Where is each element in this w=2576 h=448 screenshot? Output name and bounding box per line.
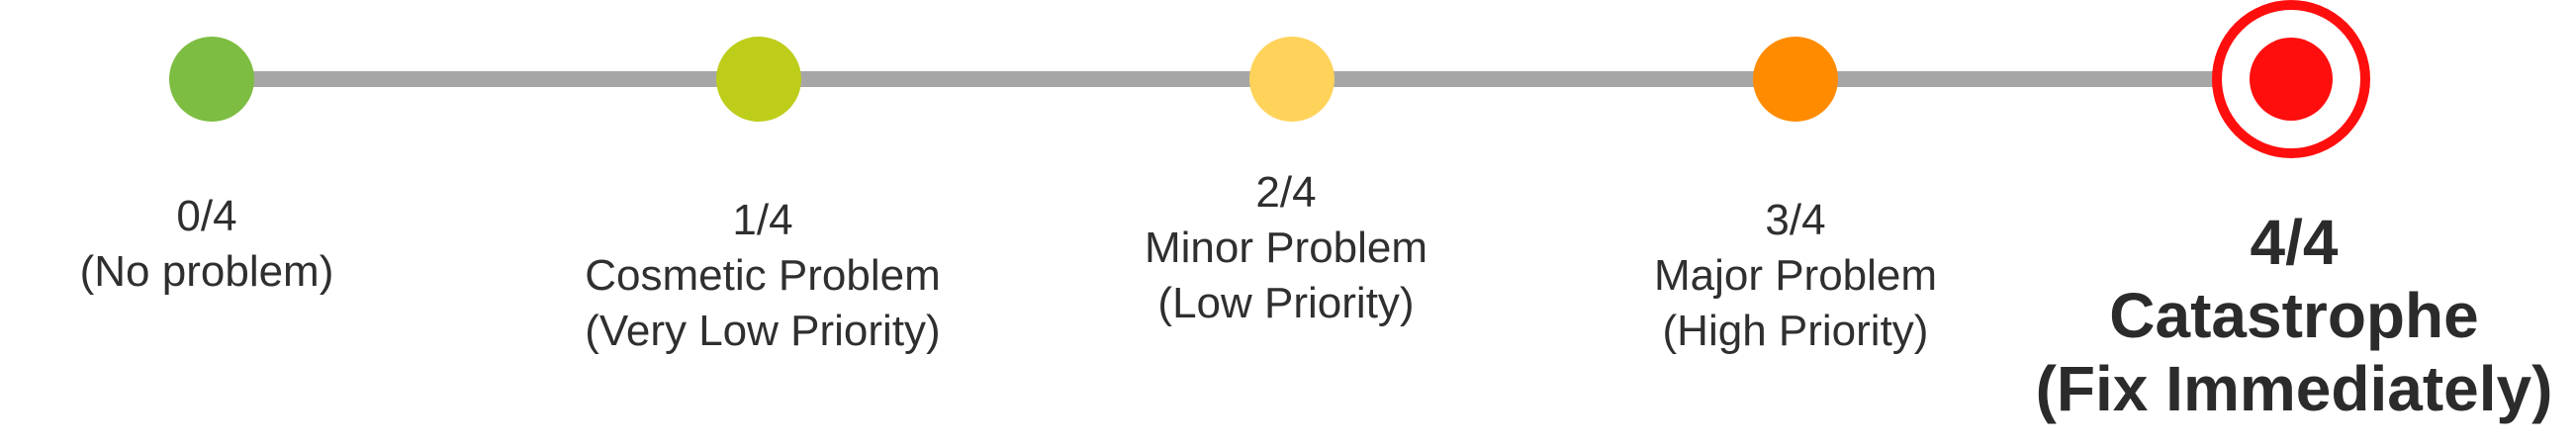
severity-1-score: 1/4 bbox=[732, 196, 793, 244]
severity-3-score: 3/4 bbox=[1765, 196, 1826, 244]
severity-3-label: 3/4 Major Problem (High Priority) bbox=[1654, 193, 1937, 359]
severity-3-name: Major Problem bbox=[1653, 251, 1938, 300]
severity-1-priority: (Very Low Priority) bbox=[585, 307, 941, 355]
severity-1-dot bbox=[716, 37, 801, 122]
severity-2-dot bbox=[1249, 37, 1334, 122]
severity-2-name: Minor Problem bbox=[1144, 224, 1428, 272]
severity-0-dot bbox=[169, 37, 254, 122]
severity-4-score: 4/4 bbox=[2250, 207, 2339, 278]
severity-4-name: Catastrophe bbox=[2109, 280, 2479, 351]
severity-4-priority: (Fix Immediately) bbox=[2035, 353, 2553, 424]
severity-3-dot bbox=[1753, 37, 1838, 122]
severity-0-label: 0/4 (No problem) bbox=[80, 189, 334, 300]
severity-1-label: 1/4 Cosmetic Problem (Very Low Priority) bbox=[585, 193, 940, 359]
severity-1-name: Cosmetic Problem bbox=[585, 251, 941, 300]
severity-4-label: 4/4 Catastrophe (Fix Immediately) bbox=[2036, 206, 2553, 425]
severity-2-score: 2/4 bbox=[1255, 168, 1317, 217]
severity-2-label: 2/4 Minor Problem (Low Priority) bbox=[1145, 165, 1427, 331]
severity-0-score: 0/4 bbox=[176, 192, 237, 240]
severity-3-priority: (High Priority) bbox=[1662, 307, 1929, 355]
severity-2-priority: (Low Priority) bbox=[1157, 279, 1415, 327]
severity-4-dot bbox=[2250, 38, 2333, 121]
severity-0-name: (No problem) bbox=[79, 247, 334, 296]
